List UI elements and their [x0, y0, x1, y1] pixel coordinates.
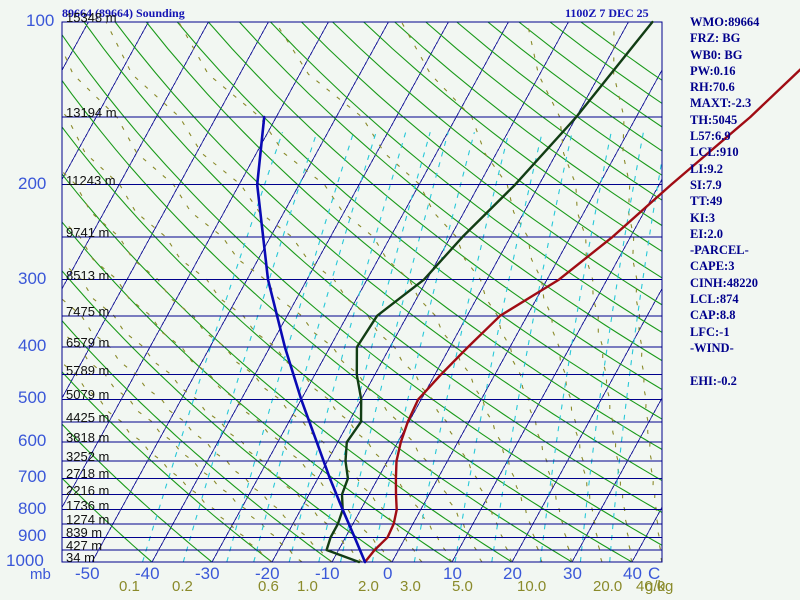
pressure-tick-label: 100 [26, 11, 55, 30]
param-row: EI:2.0 [690, 226, 723, 241]
param-row: WB0: BG [690, 47, 743, 62]
param-row: FRZ: BG [690, 31, 741, 46]
param-row: CAPE:3 [690, 259, 735, 274]
altitude-label: 34 m [66, 550, 95, 565]
mixing-ratio-tick-label: 40.0 [636, 578, 666, 595]
mixing-ratio-tick-label: 3.0 [400, 578, 421, 595]
altitude-label: 2216 m [66, 482, 110, 498]
param-row: -PARCEL- [690, 243, 749, 258]
param-row: SI:7.9 [690, 177, 722, 192]
temperature-tick-label: -20 [255, 564, 280, 583]
altitude-label: 1736 m [66, 497, 110, 513]
pressure-tick-label: 500 [18, 388, 47, 408]
param-row: CAP:8.8 [690, 308, 736, 323]
param-row: LCL:910 [690, 145, 739, 160]
altitude-label: 6579 m [66, 335, 110, 351]
temperature-tick-label: 30 [563, 564, 582, 583]
pressure-tick-label: 300 [18, 268, 47, 288]
pressure-unit-label: mb [30, 566, 51, 583]
altitude-label: 4425 m [66, 409, 110, 425]
parameter-panel: WMO:89664 FRZ: BG WB0: BG PW:0.16 RH:70.6 MAX… [690, 14, 798, 389]
pressure-tick-label: 600 [18, 431, 47, 451]
param-row: WMO:89664 [690, 15, 760, 29]
pressure-tick-label: 700 [18, 467, 47, 487]
altitude-label: 11243 m [66, 172, 116, 188]
altitude-label: 9741 m [66, 224, 110, 240]
page-title: 89664 (89664) Sounding [62, 6, 185, 20]
pressure-tick-label: 200 [18, 173, 47, 193]
altitude-label: 2718 m [66, 466, 110, 482]
param-row: EHI:-0.2 [690, 373, 737, 388]
pressure-tick-label: 1000 [6, 551, 44, 570]
altitude-label: 15348 m [66, 10, 117, 25]
altitude-label: 7475 m [66, 303, 110, 319]
trace-parcel [255, 115, 367, 564]
altitude-label: 8513 m [66, 267, 110, 283]
altitude-label: 1274 m [66, 511, 110, 527]
altitude-label: 13194 m [66, 105, 117, 121]
altitude-label: 3252 m [66, 448, 110, 464]
param-row: RH:70.6 [690, 80, 735, 95]
altitude-label: 3818 m [66, 430, 110, 446]
mixing-ratio-tick-label: 1.0 [297, 578, 318, 595]
temperature-tick-label: 0 [383, 564, 393, 583]
temperature-tick-label: 40 [623, 564, 642, 583]
temperature-tick-label: 10 [443, 564, 462, 583]
trace-temperature [363, 68, 800, 564]
param-row: KI:3 [690, 210, 715, 225]
mixing-ratio-tick-label: 0.1 [119, 578, 140, 595]
temperature-unit-label: C [648, 564, 661, 583]
altitude-label: 5789 m [66, 362, 110, 378]
temperature-tick-label: -10 [315, 564, 340, 583]
mixing-ratio-tick-label: 5.0 [452, 578, 473, 595]
param-row: TT:49 [690, 194, 723, 209]
mixing-ratio-unit-label: g/kg [645, 578, 674, 595]
param-row: LI:9.2 [690, 161, 723, 176]
temperature-tick-label: -50 [75, 564, 100, 583]
mixing-ratio-tick-label: 2.0 [358, 578, 379, 595]
sounding-timestamp: 1100Z 7 DEC 25 [565, 6, 649, 20]
mixing-ratio-tick-label: 20.0 [593, 578, 623, 595]
altitude-label: 839 m [66, 525, 103, 541]
param-row: TH:5045 [690, 112, 738, 127]
temperature-tick-label: -40 [135, 564, 160, 583]
param-row: L57:6.9 [690, 129, 731, 144]
mixing-ratio-tick-label: 0.2 [172, 578, 193, 595]
trace-dewpoint [325, 20, 654, 564]
param-row: CINH:48220 [690, 275, 759, 290]
param-row: LFC:-1 [690, 324, 730, 339]
altitude-label: 427 m [66, 537, 103, 553]
param-spacer [690, 356, 798, 372]
param-row: -WIND- [690, 340, 734, 355]
pressure-tick-label: 900 [18, 526, 47, 546]
temperature-tick-label: -30 [195, 564, 220, 583]
pressure-tick-label: 800 [18, 498, 47, 518]
param-row: MAXT:-2.3 [690, 96, 752, 111]
param-row: PW:0.16 [690, 63, 736, 78]
altitude-label: 5079 m [66, 387, 110, 403]
temperature-tick-label: 20 [503, 564, 522, 583]
param-row: LCL:874 [690, 292, 739, 307]
mixing-ratio-tick-label: 0.6 [258, 578, 279, 595]
pressure-tick-label: 400 [18, 336, 47, 356]
mixing-ratio-tick-label: 10.0 [517, 578, 547, 595]
